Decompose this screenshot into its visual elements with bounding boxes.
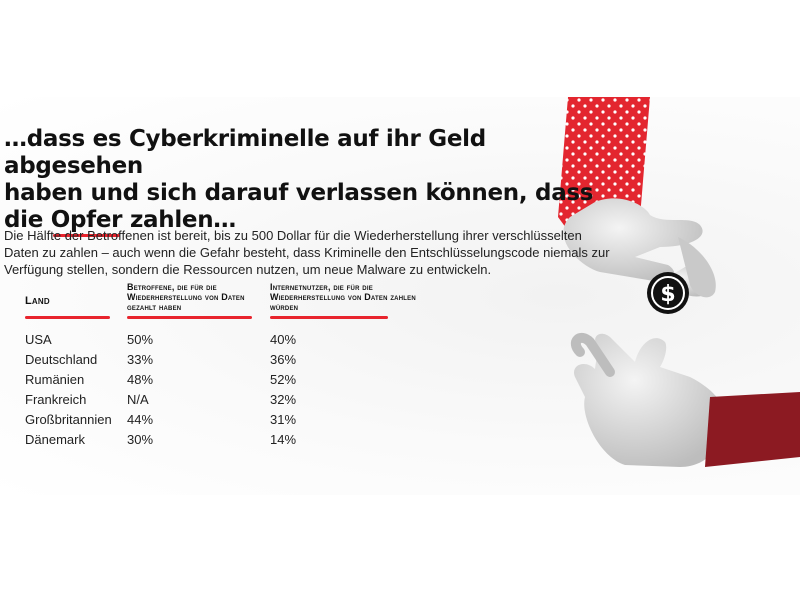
table-row: Rumänien 48% 52% (0, 372, 600, 390)
svg-text:$: $ (660, 282, 675, 307)
column-header-paid: Betroffene, die für die Wiederherstellun… (127, 282, 245, 312)
table-row: Dänemark 30% 14% (0, 432, 600, 450)
cell-would-pay: 31% (270, 412, 297, 427)
cell-land: Deutschland (25, 352, 98, 367)
table-row: Frankreich N/A 32% (0, 392, 600, 410)
headline-line-3-post: zahlen… (122, 207, 236, 233)
dollar-coin-icon: $ (647, 272, 689, 314)
cell-land: Großbritannien (25, 412, 112, 427)
intro-paragraph: Die Hälfte der Betroffenen ist bereit, b… (4, 228, 610, 277)
cell-paid: 44% (127, 412, 154, 427)
column-header-would-pay: Internetnutzer, die für die Wiederherste… (270, 282, 416, 312)
cell-paid: N/A (127, 392, 149, 407)
cell-paid: 50% (127, 332, 154, 347)
headline-line-2: haben und sich darauf verlassen können, … (4, 180, 594, 206)
headline-line-3-pre: die (4, 207, 51, 233)
cell-would-pay: 32% (270, 392, 297, 407)
header-underline-paid (127, 316, 252, 319)
cell-would-pay: 40% (270, 332, 297, 347)
headline-underlined-word: Opfer (50, 207, 123, 237)
table-row: Deutschland 33% 36% (0, 352, 600, 370)
headline-line-1: …dass es Cyberkriminelle auf ihr Geld ab… (4, 126, 486, 179)
cell-land: Frankreich (25, 392, 87, 407)
cell-land: USA (25, 332, 52, 347)
column-header-land: Land (25, 295, 50, 307)
cell-would-pay: 52% (270, 372, 297, 387)
receiving-hand-icon (570, 332, 800, 467)
cell-would-pay: 14% (270, 432, 297, 447)
header-underline-would-pay (270, 316, 388, 319)
cell-would-pay: 36% (270, 352, 297, 367)
cell-paid: 48% (127, 372, 154, 387)
hands-illustration: $ (558, 97, 800, 467)
cell-land: Rumänien (25, 372, 85, 387)
headline: …dass es Cyberkriminelle auf ihr Geld ab… (4, 126, 594, 237)
cell-land: Dänemark (25, 432, 85, 447)
table-row: Großbritannien 44% 31% (0, 412, 600, 430)
table-row: USA 50% 40% (0, 332, 600, 350)
header-underline-land (25, 316, 110, 319)
cell-paid: 30% (127, 432, 154, 447)
cell-paid: 33% (127, 352, 154, 367)
